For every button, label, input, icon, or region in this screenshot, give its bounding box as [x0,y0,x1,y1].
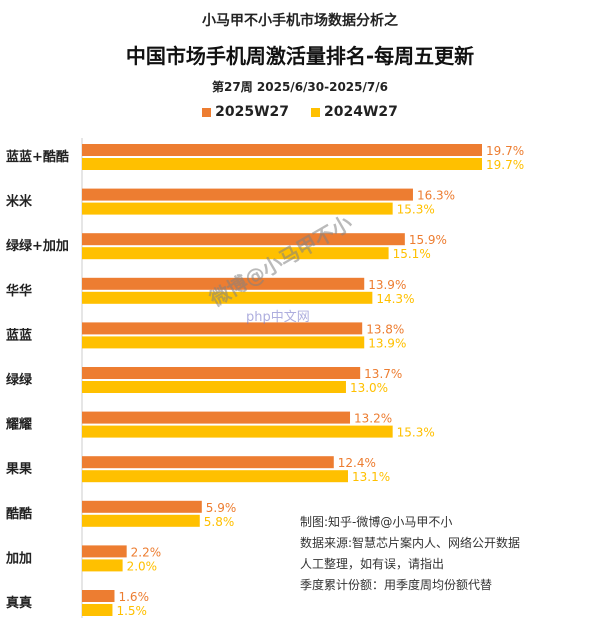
bar [82,233,405,246]
notes: 制图:知乎-微博@小马甲不小 数据来源:智慧芯片案内人、网络公开数据 人工整理，… [300,512,520,596]
note: 人工整理，如有误，请指出 [300,557,445,571]
bar [82,144,482,156]
bar [82,381,346,393]
data-label: 15.9% [409,233,447,247]
bar [82,188,413,201]
data-label: 15.1% [393,247,431,261]
legend-label: 2025W27 [215,104,289,120]
bar [82,470,348,483]
category-label: 蓝蓝+酷酷 [6,149,69,165]
bar [82,411,351,424]
data-label: 5.9% [206,501,237,515]
chart-title: 中国市场手机周激活量排名-每周五更新 [125,44,475,68]
data-label: 13.0% [350,381,388,395]
category-label: 绿绿+加加 [6,238,69,254]
bar [82,500,202,513]
category-label: 加加 [5,551,32,566]
legend-label: 2024W27 [324,104,398,120]
bar [82,590,115,602]
data-label: 15.3% [397,426,435,440]
category-label: 酷酷 [6,506,32,522]
legend-item-2024: 2024W27 [311,104,398,120]
legend-swatch [202,107,212,117]
category-label: 米米 [6,194,33,210]
bar [82,545,127,558]
bar [82,158,482,170]
category-label: 耀耀 [5,418,32,433]
supertitle: 小马甲不小手机市场数据分析之 [202,13,398,29]
data-label: 1.5% [116,604,146,618]
data-label: 15.3% [397,203,435,217]
data-label: 13.1% [352,470,390,484]
bar [82,336,365,349]
category-label: 绿绿 [6,372,33,388]
note: 季度累计份额：用季度周均份额代替 [300,578,493,592]
bar [82,604,113,616]
category-label: 华华 [6,283,32,299]
bar [82,456,334,469]
bar [82,367,361,379]
bar [82,247,389,260]
bar [82,291,373,304]
data-label: 13.8% [366,322,404,336]
data-label: 13.9% [368,336,406,350]
data-label: 2.2% [131,545,162,559]
data-label: 19.7% [486,158,524,172]
note: 制图:知乎-微博@小马甲不小 [300,515,453,529]
note: 数据来源:智慧芯片案内人、网络公开数据 [300,536,521,550]
bar [82,322,363,335]
bar [82,202,393,215]
bar [82,514,200,527]
category-label: 真真 [6,595,32,611]
bar [82,425,393,438]
bar [82,277,365,290]
data-label: 13.7% [364,367,402,381]
data-label: 1.6% [118,590,148,604]
chart-subtitle: 第27周 2025/6/30-2025/7/6 [212,80,388,94]
data-label: 14.3% [376,292,414,306]
data-label: 13.9% [368,278,406,292]
data-label: 12.4% [338,456,376,470]
legend-item-2025: 2025W27 [202,104,289,120]
data-label: 2.0% [127,559,157,573]
data-label: 13.2% [354,412,392,426]
legend-swatch [311,107,320,117]
data-label: 16.3% [417,189,455,203]
category-label: 果果 [5,462,32,477]
data-label: 5.8% [204,515,235,529]
category-label: 蓝蓝 [6,327,32,343]
legend: 2025W27 2024W27 [0,104,600,120]
data-label: 19.7% [486,144,524,158]
bar [82,559,123,572]
